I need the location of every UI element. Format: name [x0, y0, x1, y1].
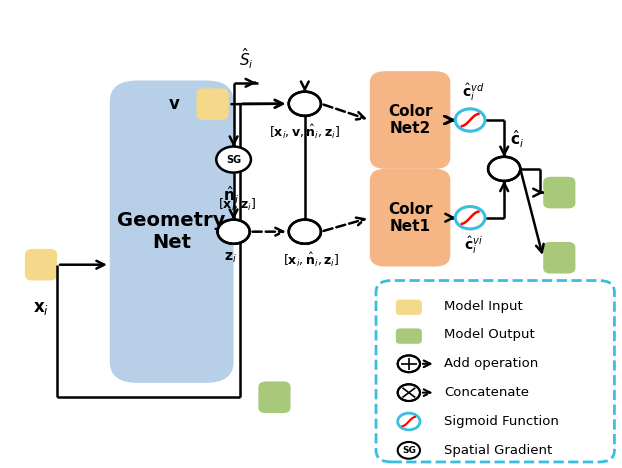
Circle shape [397, 442, 420, 459]
Text: Color
Net2: Color Net2 [388, 104, 432, 136]
Text: $\hat{\mathbf{c}}_i^{vd}$: $\hat{\mathbf{c}}_i^{vd}$ [462, 81, 485, 103]
Text: Geometry
Net: Geometry Net [118, 211, 226, 252]
FancyBboxPatch shape [370, 71, 450, 169]
Text: $\hat{\mathbf{c}}_i$: $\hat{\mathbf{c}}_i$ [511, 129, 524, 150]
FancyBboxPatch shape [396, 329, 422, 344]
Circle shape [218, 219, 249, 244]
Text: Color
Net1: Color Net1 [388, 202, 432, 234]
FancyBboxPatch shape [376, 280, 615, 462]
Circle shape [488, 157, 520, 181]
Text: $\hat{\mathbf{n}}_i$: $\hat{\mathbf{n}}_i$ [223, 184, 238, 206]
Text: $\mathbf{v}$: $\mathbf{v}$ [169, 95, 181, 113]
Text: SG: SG [226, 154, 241, 165]
FancyBboxPatch shape [197, 88, 229, 120]
Text: Sigmoid Function: Sigmoid Function [444, 415, 559, 428]
FancyBboxPatch shape [543, 242, 575, 273]
Text: $\mathbf{x}_i$: $\mathbf{x}_i$ [33, 299, 49, 317]
Circle shape [397, 355, 420, 372]
Text: SG: SG [402, 446, 415, 455]
Text: $[\mathbf{x}_i, \hat{\mathbf{n}}_i, \mathbf{z}_i]$: $[\mathbf{x}_i, \hat{\mathbf{n}}_i, \mat… [283, 251, 339, 269]
Circle shape [216, 146, 251, 173]
Circle shape [289, 219, 321, 244]
Text: $[\mathbf{x}_i, \mathbf{v}, \hat{\mathbf{n}}_i, \mathbf{z}_i]$: $[\mathbf{x}_i, \mathbf{v}, \hat{\mathbf… [269, 123, 340, 141]
FancyBboxPatch shape [543, 177, 575, 208]
Circle shape [455, 109, 485, 131]
Text: Spatial Gradient: Spatial Gradient [444, 444, 552, 457]
Circle shape [397, 413, 420, 430]
Circle shape [289, 92, 321, 116]
Text: Add operation: Add operation [444, 357, 539, 370]
Text: $[\mathbf{x}_i, \mathbf{z}_i]$: $[\mathbf{x}_i, \mathbf{z}_i]$ [218, 197, 256, 212]
Text: $\hat{\mathbf{c}}_i^{vi}$: $\hat{\mathbf{c}}_i^{vi}$ [464, 234, 483, 256]
Circle shape [397, 384, 420, 401]
FancyBboxPatch shape [258, 381, 290, 413]
Text: Concatenate: Concatenate [444, 386, 529, 399]
Circle shape [455, 206, 485, 229]
FancyBboxPatch shape [370, 169, 450, 267]
Text: Model Output: Model Output [444, 329, 535, 342]
Text: $\hat{S}_i$: $\hat{S}_i$ [239, 46, 253, 71]
Text: $\mathbf{z}_i$: $\mathbf{z}_i$ [224, 251, 237, 265]
FancyBboxPatch shape [25, 249, 57, 280]
FancyBboxPatch shape [396, 300, 422, 315]
FancyBboxPatch shape [109, 80, 234, 383]
Text: Model Input: Model Input [444, 300, 523, 313]
